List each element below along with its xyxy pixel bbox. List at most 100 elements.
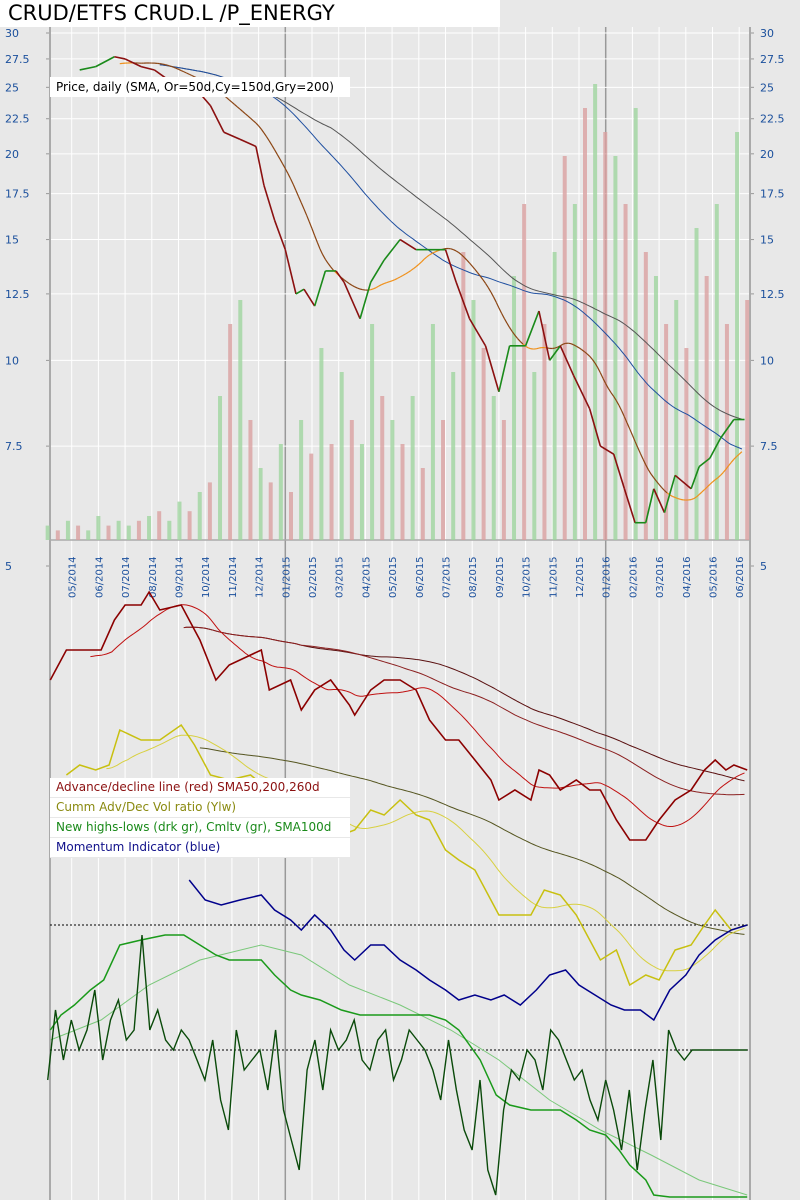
volume-bar [684,348,689,540]
volume-bar [126,525,131,540]
volume-bar [339,372,344,540]
sma50-segment [410,268,414,272]
sma50-segment [458,252,462,256]
volume-bar [299,420,304,540]
volume-bar [380,396,385,540]
sma50-segment [354,286,358,289]
sma50-segment [418,261,422,265]
y-tick-label-right: 20 [760,148,774,161]
sma50-segment [514,334,519,339]
sma50-segment [247,115,251,119]
sma50-segment [578,347,583,351]
volume-bar [309,453,314,540]
sma50-segment [615,400,620,406]
price-segment [498,345,511,392]
volume-bar [613,156,618,540]
price-segment [313,270,327,307]
volume-bar [562,156,567,540]
sma50-segment [594,362,599,368]
volume-bar [714,204,719,540]
price-segment [559,345,575,376]
price-segment [653,488,666,513]
y-tick-label-right: 5 [760,560,767,573]
sma50-segment [186,72,190,75]
volume-bar [461,252,466,540]
volume-bar [238,300,243,540]
volume-bar [430,324,435,540]
sma50-segment [471,265,476,270]
sma50-segment [226,97,230,101]
sma50-segment [698,491,703,495]
sma50-segment [407,270,412,273]
volume-bar [136,520,141,540]
sma50-segment [586,353,591,357]
volume-bar [329,444,334,540]
volume-bar [187,511,192,540]
ad-sma50-line [90,604,745,827]
sma50-segment [461,254,465,258]
volume-bar [228,324,233,540]
vol-ratio-sma-short [106,734,745,972]
sma50-segment [231,101,235,105]
volume-bar [603,132,608,540]
sma50-segment [183,71,187,74]
sma50-segment [311,228,316,236]
sma50-segment [554,346,558,349]
sma50-segment [164,64,168,66]
sma50-segment [506,322,511,328]
sma50-segment [322,254,326,260]
x-tick-label: 01/2015 [281,556,292,598]
price-segment [548,345,561,361]
price-segment [383,239,401,261]
sma50-segment [397,276,401,279]
volume-bar [258,468,263,540]
sma50-segment [314,235,318,243]
sma50-segment [674,496,679,500]
price-segment [612,453,626,489]
sma50-segment [239,108,243,112]
sma50-segment [455,250,460,254]
sma50-segment [589,355,593,360]
sma50-segment [629,428,633,436]
sma50-segment [469,262,473,267]
price-legend: Price, daily (SMA, Or=50d,Cy=150d,Gry=20… [50,77,350,97]
y-tick-label-right: 10 [760,354,774,367]
sma50-segment [631,434,636,442]
volume-bar [96,516,101,540]
sma50-segment [453,249,457,252]
price-segment [359,281,372,319]
volume-bar [724,324,729,540]
price-segment [124,58,142,68]
x-tick-label: 07/2014 [121,556,132,598]
y-tick-label-left: 17.5 [5,188,30,201]
x-tick-label: 02/2015 [308,556,319,598]
volume-bar [157,511,162,540]
volume-bar [177,501,182,540]
volume-bar [491,396,496,540]
sma50-segment [722,468,727,473]
x-tick-label: 05/2014 [68,556,79,598]
volume-bar [572,204,577,540]
cumulative-hl-line [49,934,748,1198]
sma50-segment [528,347,532,350]
sma50-segment [276,154,281,160]
sma50-segment [658,484,663,489]
price-segment [690,466,700,490]
sma50-segment [717,474,721,479]
sma50-segment [501,312,505,319]
sma50-segment [477,272,481,277]
volume-bar [400,444,405,540]
sma50-segment [274,149,278,155]
x-tick-label: 03/2015 [335,556,346,598]
volume-bar [532,372,537,540]
x-tick-label: 09/2014 [175,556,186,598]
sma50-segment [733,456,737,460]
sma50-segment [255,122,260,127]
y-tick-label-left: 7.5 [5,440,23,453]
volume-bar [542,324,547,540]
volume-bar [65,520,70,540]
sma50-segment [605,383,609,389]
sma50-segment [482,279,487,284]
sma50-segment [503,318,508,324]
price-segment [588,408,602,447]
